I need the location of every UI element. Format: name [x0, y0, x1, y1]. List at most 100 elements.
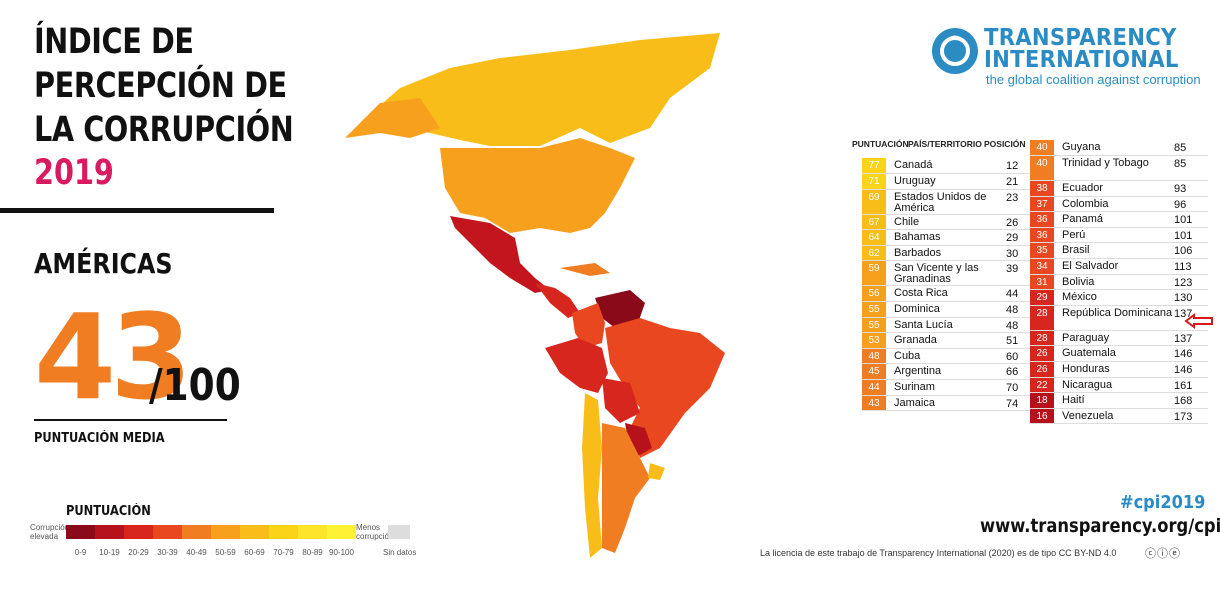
table-row: 59 San Vicente y las Granadinas 39	[862, 260, 1040, 287]
score-cell: 40	[1030, 155, 1054, 182]
divider-mid	[34, 419, 227, 421]
country-cell: Santa Lucía	[886, 317, 1006, 334]
average-score-label: PUNTUACIÓN MEDIA	[34, 431, 165, 446]
cc-license-icon: ⓒⓘⓔ	[1145, 548, 1181, 560]
legend-no-data-label: Sin datos	[383, 548, 417, 557]
ranking-table-left: 77 Canadá 12 71 Uruguay 21 69 Estados Unidos de…	[862, 158, 1040, 412]
header-score: PUNTUACIÓN	[852, 139, 909, 149]
rank-cell: 168	[1174, 392, 1208, 409]
score-cell: 37	[1030, 196, 1054, 213]
legend-swatch	[298, 525, 327, 539]
country-cell: Uruguay	[886, 173, 1006, 190]
score-cell: 69	[862, 189, 886, 215]
website-url[interactable]: www.transparency.org/cpi	[980, 515, 1220, 537]
score-cell: 77	[862, 158, 886, 175]
legend-swatch	[327, 525, 356, 539]
rank-cell: 85	[1174, 155, 1208, 182]
country-cell: Estados Unidos de América	[886, 189, 1006, 215]
table-row: 69 Estados Unidos de América 23	[862, 189, 1040, 215]
map-peru	[545, 338, 608, 393]
country-cell: Dominica	[886, 301, 1006, 318]
country-cell: Canadá	[886, 158, 1006, 175]
table-row: 28 Paraguay 137	[1030, 330, 1208, 347]
country-cell: Perú	[1054, 227, 1174, 244]
table-row: 55 Santa Lucía 48	[862, 317, 1040, 334]
brand-name-line-1: TRANSPARENCY	[984, 25, 1177, 51]
score-cell: 53	[862, 332, 886, 349]
score-cell: 43	[862, 395, 886, 412]
score-cell: 67	[862, 214, 886, 231]
legend-tick-label: 90-100	[329, 548, 354, 557]
score-cell: 62	[862, 245, 886, 262]
legend-high-label: Menos corrupción	[356, 523, 394, 541]
table-row: 64 Bahamas 29	[862, 229, 1040, 246]
score-cell: 64	[862, 229, 886, 246]
title-line-3: LA CORRUPCIÓN	[34, 110, 294, 150]
table-row: 16 Venezuela 173	[1030, 408, 1208, 425]
score-cell: 26	[1030, 345, 1054, 363]
rank-cell: 101	[1174, 227, 1208, 244]
country-cell: Colombia	[1054, 196, 1174, 213]
rank-cell: 106	[1174, 242, 1208, 260]
rank-cell: 96	[1174, 196, 1208, 213]
map-usa	[440, 138, 635, 233]
country-cell: Brasil	[1054, 242, 1174, 260]
transparency-logo-icon	[932, 28, 978, 74]
rank-cell: 130	[1174, 289, 1208, 306]
legend-tick-label: 80-89	[302, 548, 323, 557]
table-row: 26 Honduras 146	[1030, 361, 1208, 378]
page-title: ÍNDICE DE PERCEPCIÓN DE LA CORRUPCIÓN	[34, 20, 294, 152]
title-line-1: ÍNDICE DE	[34, 22, 194, 62]
country-cell: El Salvador	[1054, 258, 1174, 275]
map-alaska	[345, 98, 440, 138]
table-row: 62 Barbados 30	[862, 245, 1040, 262]
rank-cell: 146	[1174, 361, 1208, 378]
legend-title: PUNTUACIÓN	[66, 504, 151, 519]
map-argentina	[602, 423, 650, 553]
legend-low-label: Corrupción elevada	[30, 523, 70, 541]
map-brazil	[605, 318, 725, 458]
country-cell: Nicaragua	[1054, 377, 1174, 394]
table-row: 36 Panamá 101	[1030, 211, 1208, 228]
country-cell: Ecuador	[1054, 180, 1174, 197]
country-cell: República Dominicana	[1054, 305, 1174, 331]
legend-tick-labels: 0-9 10-19 20-29 30-39 40-49 50-59 60-69 70-79 80…	[66, 548, 356, 557]
table-row: 38 Ecuador 93	[1030, 180, 1208, 197]
table-row: 22 Nicaragua 161	[1030, 377, 1208, 394]
legend-tick-label: 70-79	[273, 548, 294, 557]
country-cell: México	[1054, 289, 1174, 306]
legend-tick-label: 0-9	[74, 548, 87, 557]
score-cell: 29	[1030, 289, 1054, 306]
score-cell: 44	[862, 379, 886, 396]
average-score: 43	[34, 288, 192, 426]
map-caribbean	[560, 263, 610, 276]
rank-cell: 101	[1174, 211, 1208, 228]
score-cell: 56	[862, 285, 886, 303]
country-cell: Barbados	[886, 245, 1006, 262]
country-cell: Jamaica	[886, 395, 1006, 412]
table-row: 67 Chile 26	[862, 214, 1040, 231]
country-cell: Paraguay	[1054, 330, 1174, 347]
table-row: 29 México 130	[1030, 289, 1208, 306]
legend-tick-label: 20-29	[128, 548, 149, 557]
country-cell: Guatemala	[1054, 345, 1174, 363]
score-cell: 28	[1030, 330, 1054, 347]
score-cell: 34	[1030, 258, 1054, 275]
red-arrow-icon	[1184, 313, 1213, 329]
rank-cell: 161	[1174, 377, 1208, 394]
legend-tick-label: 10-19	[99, 548, 120, 557]
table-row: 44 Surinam 70	[862, 379, 1040, 396]
table-row: 48 Cuba 60	[862, 348, 1040, 365]
table-row: 35 Brasil 106	[1030, 242, 1208, 260]
region-label: AMÉRICAS	[34, 247, 173, 280]
score-cell: 22	[1030, 377, 1054, 394]
country-cell: San Vicente y las Granadinas	[886, 260, 1006, 287]
country-cell: Argentina	[886, 363, 1006, 381]
table-row: 36 Perú 101	[1030, 227, 1208, 244]
country-cell: Guyana	[1054, 140, 1174, 157]
country-cell: Bahamas	[886, 229, 1006, 246]
score-cell: 55	[862, 301, 886, 318]
rank-cell: 123	[1174, 274, 1208, 291]
legend-swatch	[124, 525, 153, 539]
brand-tagline: the global coalition against corruption	[986, 72, 1201, 87]
